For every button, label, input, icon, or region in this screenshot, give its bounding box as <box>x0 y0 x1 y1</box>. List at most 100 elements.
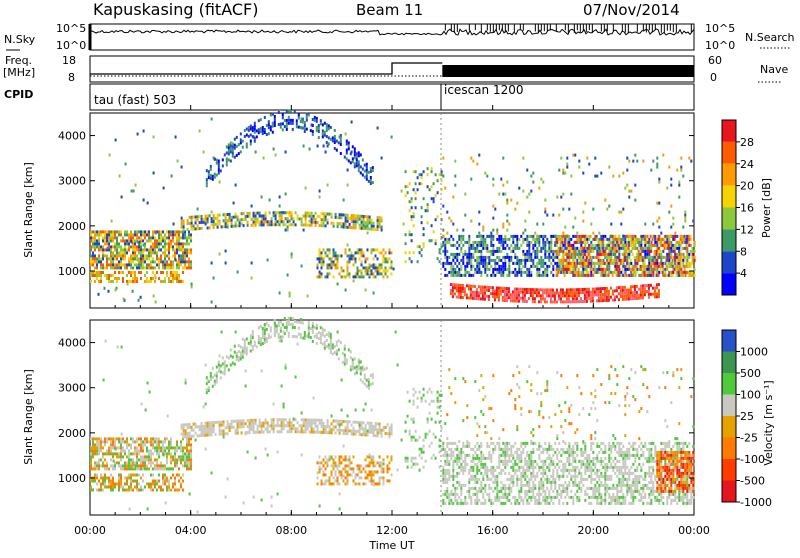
power-cell <box>514 297 516 300</box>
power-cell <box>126 274 128 277</box>
power-cell <box>326 129 328 132</box>
power-cell <box>640 256 642 259</box>
power-cell <box>616 259 618 262</box>
power-cell <box>160 280 162 283</box>
power-cell <box>454 160 456 163</box>
power-cell <box>206 181 208 184</box>
power-cell <box>598 271 600 274</box>
power-cell <box>211 262 213 265</box>
power-cell <box>240 141 242 144</box>
power-cell <box>612 271 614 274</box>
power-cell <box>433 230 435 233</box>
power-cell <box>526 274 528 277</box>
velocity-cell <box>142 443 144 446</box>
power-cell <box>568 265 570 268</box>
velocity-cell <box>211 427 213 430</box>
velocity-cell <box>104 483 106 486</box>
power-cell <box>510 235 512 238</box>
power-cell <box>530 259 532 262</box>
velocity-cell <box>311 425 313 428</box>
power-cell <box>572 294 574 297</box>
velocity-cell <box>188 440 190 443</box>
velocity-cell <box>122 464 124 467</box>
power-cell <box>686 253 688 256</box>
power-cell <box>116 280 118 283</box>
power-cell <box>642 290 644 293</box>
power-cell <box>358 163 360 166</box>
power-cell <box>289 220 291 223</box>
power-cell <box>566 250 568 253</box>
velocity-cell <box>120 458 122 461</box>
power-cell <box>339 254 341 257</box>
velocity-cell <box>276 328 278 331</box>
power-cell <box>552 253 554 256</box>
power-cell <box>92 236 94 239</box>
power-cell <box>114 230 116 233</box>
power-cell <box>355 272 357 275</box>
power-cell <box>498 193 500 196</box>
velocity-cell <box>190 458 192 461</box>
power-cell <box>140 260 142 263</box>
power-cell <box>568 268 570 271</box>
power-cell <box>542 181 544 184</box>
power-colorbar-swatch <box>722 164 736 186</box>
power-cell <box>532 247 534 250</box>
power-cell <box>122 239 124 242</box>
power-cell <box>538 300 540 303</box>
power-cell <box>690 235 692 238</box>
power-cell <box>518 294 520 297</box>
power-cell <box>120 257 122 260</box>
power-cell <box>584 238 586 241</box>
power-cell <box>524 253 526 256</box>
power-cell <box>582 288 584 291</box>
power-cell <box>596 247 598 250</box>
power-scale-label: Power [dB] <box>760 178 773 238</box>
power-cell <box>232 152 234 155</box>
power-cell <box>124 266 126 269</box>
power-cell <box>134 248 136 251</box>
power-cell <box>346 149 348 152</box>
power-cell <box>486 175 488 178</box>
power-cell <box>371 222 373 225</box>
power-cell <box>211 301 213 304</box>
power-cell <box>285 211 287 214</box>
power-cell <box>540 247 542 250</box>
power-cell <box>504 265 506 268</box>
velocity-cell <box>134 440 136 443</box>
velocity-cell <box>168 489 170 492</box>
velocity-cell <box>258 326 260 329</box>
power-cell <box>536 256 538 259</box>
power-cell <box>444 250 446 253</box>
velocity-cell <box>100 483 102 486</box>
power-cell <box>522 297 524 300</box>
power-cell <box>592 262 594 265</box>
velocity-cell <box>112 477 114 480</box>
power-cell <box>552 259 554 262</box>
power-cell <box>116 266 118 269</box>
velocity-cell <box>148 452 150 455</box>
power-cell <box>692 250 694 253</box>
power-cell <box>387 260 389 263</box>
velocity-cell <box>96 443 98 446</box>
power-cell <box>594 244 596 247</box>
power-cell <box>122 236 124 239</box>
power-cell <box>544 271 546 274</box>
power-cell <box>266 133 268 136</box>
power-cell <box>357 248 359 251</box>
power-cell <box>188 242 190 245</box>
power-cell <box>582 291 584 294</box>
velocity-cell <box>292 317 294 320</box>
power-cell <box>209 226 211 229</box>
power-cell <box>664 271 666 274</box>
power-cell <box>96 277 98 280</box>
power-cell <box>275 217 277 220</box>
power-cell <box>309 212 311 215</box>
power-cell <box>536 268 538 271</box>
power-cell <box>146 239 148 242</box>
power-cell <box>108 280 110 283</box>
power-cell <box>304 124 306 127</box>
power-cell <box>472 285 474 288</box>
velocity-cell <box>288 320 290 323</box>
power-cell <box>562 169 564 172</box>
power-cell <box>182 254 184 257</box>
